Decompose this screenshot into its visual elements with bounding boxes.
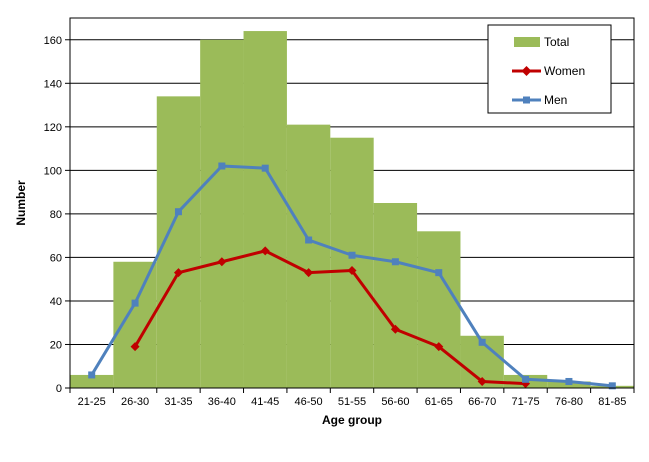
legend-swatch-total [514, 37, 540, 47]
x-tick-label: 36-40 [208, 396, 236, 408]
legend: Total Women Men [487, 24, 612, 114]
line-women [133, 249, 526, 386]
y-tick-label: 80 [50, 209, 62, 221]
point-men [478, 338, 486, 346]
bar-total [70, 374, 114, 388]
point-men [261, 164, 269, 172]
point-men [391, 258, 399, 266]
y-axis-title: Number [14, 180, 28, 226]
point-men [305, 236, 313, 244]
point-men [218, 162, 226, 170]
y-tick-labels: 0 20 40 60 80 100 120 140 160 [44, 35, 70, 395]
point-women [390, 324, 400, 334]
bars [70, 31, 634, 389]
x-tick-label: 71-75 [511, 396, 539, 408]
legend-label-men: Men [544, 93, 567, 107]
bar-total [286, 124, 331, 388]
point-women [260, 246, 270, 256]
point-men [565, 377, 573, 385]
point-women [434, 342, 444, 352]
point-women [173, 268, 183, 278]
y-tick-label: 0 [56, 383, 62, 395]
point-women [347, 265, 357, 275]
y-tick-label: 60 [50, 252, 62, 264]
legend-label-total: Total [544, 35, 569, 49]
bar-total [373, 203, 418, 388]
point-men [88, 371, 96, 379]
point-women [477, 376, 487, 386]
plot-frame [69, 17, 635, 389]
x-tick-label: 56-60 [381, 396, 409, 408]
x-tick-label: 66-70 [468, 396, 496, 408]
y-tick-label: 100 [44, 165, 62, 177]
point-women [130, 342, 140, 352]
legend-marker-women [521, 66, 532, 76]
bar-total [243, 31, 287, 388]
series-lines [88, 162, 616, 390]
x-axis-title: Age group [322, 413, 382, 427]
x-tick-label: 81-85 [598, 396, 626, 408]
x-tick-label: 76-80 [555, 396, 583, 408]
point-women [304, 268, 314, 278]
point-women [217, 257, 227, 267]
x-tick-label: 21-25 [78, 396, 106, 408]
x-tick-label: 51-55 [338, 396, 366, 408]
legend-marker-men [523, 96, 530, 104]
y-tick-label: 40 [50, 296, 62, 308]
y-tick-label: 20 [50, 339, 62, 351]
point-men [174, 208, 182, 216]
point-men [522, 375, 530, 383]
x-tick-label: 41-45 [251, 396, 279, 408]
y-tick-label: 140 [44, 78, 62, 90]
bar-total [200, 39, 244, 388]
point-men [435, 269, 443, 277]
y-tick-label: 120 [44, 122, 62, 134]
point-men [608, 382, 616, 390]
x-tick-label: 61-65 [425, 396, 453, 408]
x-tick-label: 31-35 [164, 396, 192, 408]
legend-label-women: Women [544, 64, 585, 78]
y-tick-label: 160 [44, 35, 62, 47]
x-tick-labels: 21-25 26-30 31-35 36-40 41-45 46-50 51-55 56-60… [69, 388, 635, 408]
bar-total [113, 261, 157, 388]
x-tick-label: 46-50 [295, 396, 323, 408]
x-tick-label: 26-30 [121, 396, 149, 408]
point-men [131, 299, 139, 307]
bar-total [330, 137, 374, 388]
bar-total [417, 231, 461, 388]
legend-box [487, 24, 612, 114]
point-men [348, 251, 356, 259]
